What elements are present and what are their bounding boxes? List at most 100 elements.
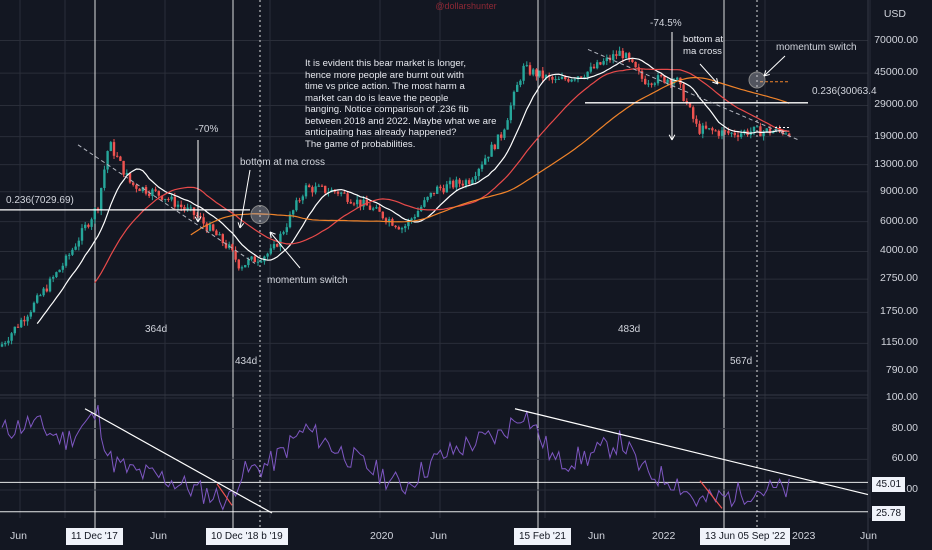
candle-body (372, 208, 375, 210)
candle-body (256, 261, 260, 263)
candle-body (87, 224, 90, 227)
candle-body (602, 61, 605, 65)
candle-body (116, 155, 119, 157)
candle-body (391, 219, 394, 226)
candle-body (490, 144, 493, 157)
candle-body (55, 272, 58, 278)
candle-body (23, 319, 26, 322)
candle-body (192, 207, 196, 215)
candle-body (544, 75, 548, 79)
candle-body (160, 195, 164, 200)
candle-body (202, 217, 205, 224)
candle-body (154, 189, 157, 191)
candle-body (647, 83, 650, 85)
candle-body (589, 66, 592, 72)
price-tick-label: 29000.00 (874, 98, 918, 111)
candle-body (10, 333, 13, 341)
candle-body (740, 133, 743, 137)
date-badge: 10 Dec '18 b '19 (206, 528, 288, 545)
candle-body (36, 295, 39, 303)
candle-body (122, 160, 125, 175)
candle-body (551, 76, 554, 80)
candle-body (167, 198, 170, 200)
bottom-2022-arrow-head (712, 78, 719, 85)
ma-mid-line (94, 68, 790, 283)
candle-body (692, 107, 695, 119)
date-badge: 15 Feb '21 (514, 528, 571, 545)
candle-body (500, 134, 503, 138)
candle-body (80, 228, 84, 241)
price-tick-label: 13000.00 (874, 157, 918, 170)
candle-body (247, 259, 250, 266)
candle-body (634, 61, 637, 68)
candle-body (317, 185, 320, 187)
candle-body (298, 200, 301, 202)
candle-body (484, 158, 487, 165)
candle-body (58, 269, 61, 273)
candle-body (362, 199, 365, 207)
candle-body (532, 69, 535, 75)
candle-body (234, 250, 237, 260)
candle-body (151, 189, 154, 196)
candle-body (314, 186, 317, 193)
moving-averages (36, 57, 790, 324)
candle-body (311, 187, 314, 193)
candle-body (429, 192, 432, 197)
candle-body (468, 180, 471, 184)
candle-body (144, 187, 148, 194)
days-483-label: 483d (618, 324, 640, 335)
candle-body (685, 101, 688, 104)
bottom-2018-label: bottom at ma cross (240, 157, 325, 168)
candle-body (621, 50, 624, 59)
price-tick-label: 4000.00 (880, 244, 918, 257)
candle-body (496, 134, 500, 150)
candle-body (320, 185, 324, 187)
candle-body (669, 79, 672, 84)
candle-body (733, 132, 736, 136)
candle-body (26, 316, 29, 322)
candle-body (781, 130, 784, 134)
price-tick-label: 1150.00 (880, 336, 918, 349)
candle-body (586, 71, 589, 78)
candle-body (666, 79, 669, 83)
price-tick-label: 9000.00 (880, 184, 918, 197)
candle-body (663, 76, 666, 83)
rsi-panel (0, 397, 869, 514)
date-badge: 11 Dec '17 (66, 528, 123, 545)
candle-body (455, 179, 458, 188)
candle-body (212, 224, 215, 231)
candle-body (240, 267, 244, 269)
candle-body (557, 78, 560, 80)
momentum-2022-arrow (763, 55, 786, 77)
candle-body (16, 326, 20, 328)
candle-body (404, 226, 407, 229)
candle-body (186, 207, 189, 210)
date-tick-label: 2020 (370, 530, 394, 542)
candle-body (112, 142, 116, 156)
candle-body (423, 200, 426, 207)
candle-body (727, 130, 730, 134)
candle-body (493, 144, 496, 150)
candle-body (176, 204, 180, 207)
candle-body (384, 218, 388, 223)
candle-body (583, 77, 586, 79)
candle-body (631, 59, 634, 62)
rsi-divergence-2018 (216, 483, 233, 506)
candle-body (381, 211, 384, 219)
candle-body (397, 227, 400, 230)
candle-body (173, 196, 176, 207)
candle-body (71, 249, 74, 255)
candle-body (77, 240, 80, 247)
candle-body (295, 200, 298, 211)
candle-body (503, 129, 506, 138)
candle-body (208, 224, 212, 231)
candle-body (189, 207, 192, 209)
candle-body (432, 192, 436, 194)
candle-body (717, 130, 720, 136)
candle-body (84, 224, 87, 229)
candle-body (480, 164, 484, 169)
candle-body (90, 219, 93, 227)
days-364-label: 364d (145, 324, 167, 335)
candle-body (288, 214, 292, 228)
